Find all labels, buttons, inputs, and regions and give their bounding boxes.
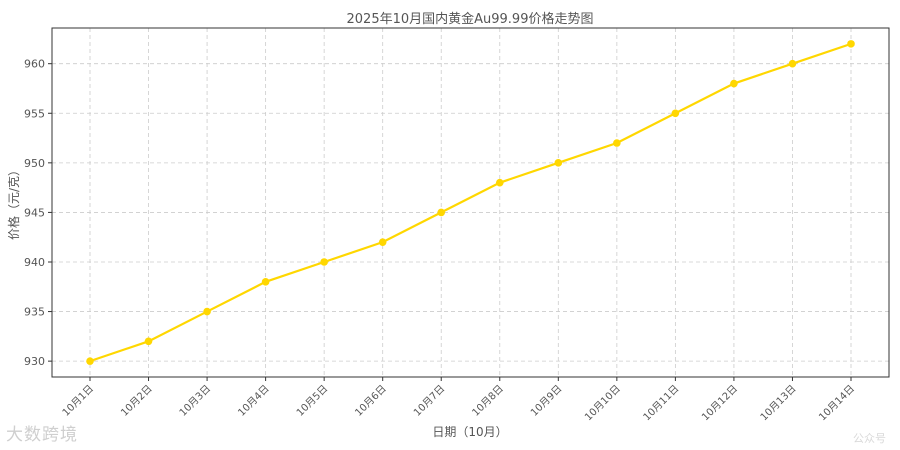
- y-tick-label: 950: [24, 157, 45, 170]
- grid: [52, 28, 889, 377]
- x-axis-ticks: 10月1日 10月2日 10月3日 10月4日 10月5日 10月6日 10月7日 10月8日…: [60, 377, 857, 423]
- x-tick-label: 10月10日: [582, 383, 623, 424]
- y-tick-label: 960: [24, 58, 45, 71]
- x-tick-label: 10月2日: [119, 383, 155, 419]
- data-point: [261, 278, 270, 286]
- data-point: [730, 79, 738, 88]
- y-tick-label: 955: [24, 107, 45, 120]
- chart-title: 2025年10月国内黄金Au99.99价格走势图: [347, 11, 594, 27]
- watermark-right: 公众号: [853, 432, 886, 445]
- data-point: [847, 40, 855, 48]
- x-tick-label: 10月9日: [528, 383, 564, 419]
- data-point: [495, 178, 504, 187]
- data-point: [144, 337, 153, 346]
- data-point: [788, 59, 797, 68]
- y-axis-ticks: 930 935 940 945 950 955 960: [24, 58, 52, 368]
- data-point: [613, 139, 621, 147]
- x-tick-label: 10月3日: [177, 383, 213, 419]
- data-point: [554, 159, 563, 167]
- data-point: [203, 307, 211, 316]
- x-tick-label: 10月12日: [699, 383, 740, 424]
- y-tick-label: 940: [24, 256, 45, 269]
- y-tick-label: 935: [24, 306, 45, 319]
- x-tick-label: 10月7日: [411, 383, 447, 419]
- x-tick-label: 10月4日: [236, 383, 272, 419]
- x-tick-label: 10月11日: [641, 383, 682, 424]
- x-tick-label: 10月1日: [60, 383, 96, 419]
- series-line: [89, 42, 852, 363]
- data-point: [86, 357, 94, 365]
- data-point: [437, 208, 446, 217]
- y-tick-label: 930: [24, 355, 45, 368]
- y-tick-label: 945: [24, 206, 45, 219]
- x-tick-label: 10月14日: [816, 383, 857, 424]
- x-tick-label: 10月5日: [294, 383, 330, 419]
- data-point: [320, 258, 328, 266]
- watermark-left: 大数跨境: [6, 425, 78, 445]
- x-tick-label: 10月8日: [470, 383, 506, 419]
- x-tick-label: 10月13日: [758, 383, 799, 424]
- y-axis-label: 价格（元/克）: [6, 164, 21, 240]
- data-points: [86, 40, 855, 365]
- x-tick-label: 10月6日: [353, 383, 389, 419]
- x-axis-label: 日期（10月）: [432, 425, 507, 439]
- data-point: [378, 238, 387, 246]
- plot-frame: [51, 27, 890, 378]
- data-point: [671, 109, 680, 118]
